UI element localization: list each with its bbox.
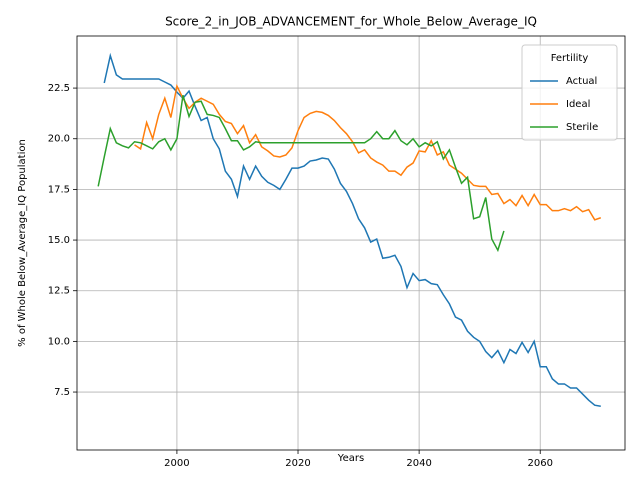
y-tick-label: 12.5 bbox=[48, 286, 70, 297]
line-series bbox=[134, 83, 602, 221]
y-tick-label: 20.0 bbox=[48, 134, 70, 145]
legend-label: Actual bbox=[566, 76, 597, 87]
x-tick-label: 2020 bbox=[285, 458, 310, 469]
y-tick-label: 10.0 bbox=[48, 336, 70, 347]
x-tick-label: 2000 bbox=[164, 458, 189, 469]
legend-box bbox=[521, 44, 618, 141]
x-axis-label: Years bbox=[337, 453, 364, 464]
chart-title: Score_2_in_JOB_ADVANCEMENT_for_Whole_Bel… bbox=[165, 15, 537, 29]
line-series bbox=[97, 94, 505, 253]
line-series bbox=[103, 52, 601, 407]
y-tick-label: 22.5 bbox=[48, 83, 70, 94]
y-tick-label: 7.5 bbox=[54, 387, 70, 398]
legend-label: Ideal bbox=[566, 99, 590, 110]
legend-label: Sterile bbox=[566, 122, 598, 133]
y-axis-label: % of Whole Below_Average_IQ Population bbox=[17, 139, 28, 347]
legend-title: Fertility bbox=[551, 53, 589, 64]
y-tick-label: 15.0 bbox=[48, 235, 70, 246]
plot-frame bbox=[76, 35, 626, 451]
y-tick-label: 17.5 bbox=[48, 184, 70, 195]
x-tick-label: 2040 bbox=[406, 458, 431, 469]
x-tick-label: 2060 bbox=[527, 458, 552, 469]
